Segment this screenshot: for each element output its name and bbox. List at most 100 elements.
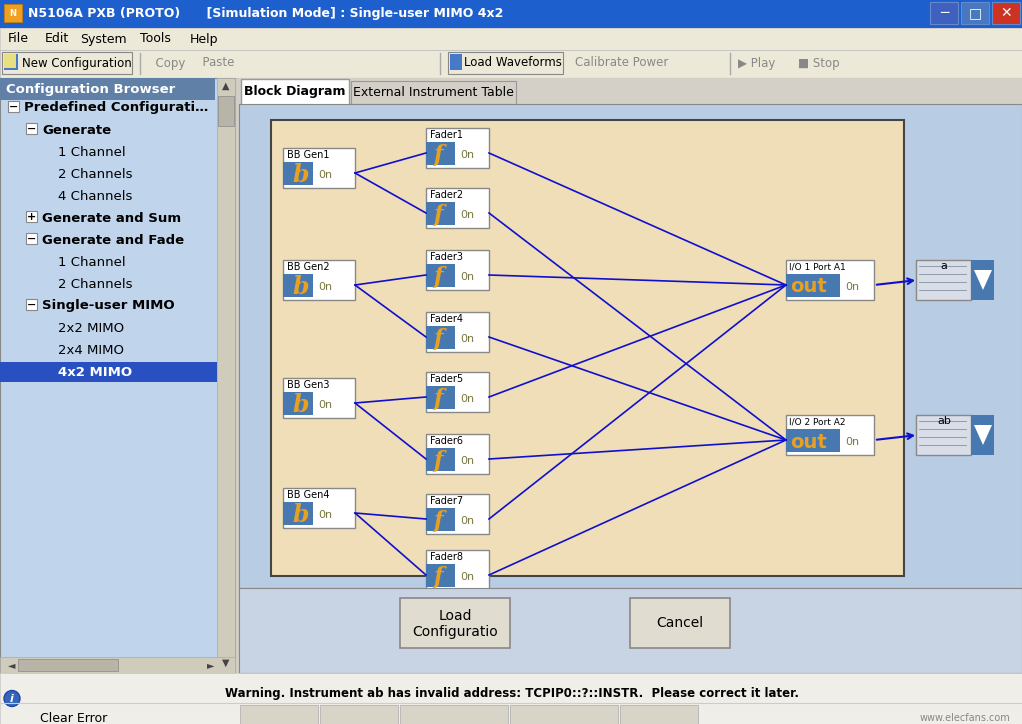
Polygon shape — [974, 270, 992, 290]
Text: Cancel: Cancel — [656, 616, 703, 630]
FancyBboxPatch shape — [283, 378, 355, 418]
Text: BB Gen2: BB Gen2 — [287, 262, 330, 272]
Text: 0n: 0n — [460, 334, 474, 344]
FancyBboxPatch shape — [426, 202, 455, 225]
FancyBboxPatch shape — [0, 78, 235, 673]
FancyBboxPatch shape — [400, 598, 510, 648]
FancyBboxPatch shape — [916, 260, 971, 300]
FancyBboxPatch shape — [218, 96, 234, 126]
Text: New Configuration: New Configuration — [22, 56, 132, 70]
FancyBboxPatch shape — [26, 233, 37, 244]
FancyBboxPatch shape — [2, 52, 132, 74]
Text: Fader1: Fader1 — [430, 130, 463, 140]
Text: 0n: 0n — [845, 437, 860, 447]
Text: Load: Load — [438, 609, 472, 623]
FancyBboxPatch shape — [426, 386, 455, 409]
Text: 0n: 0n — [318, 282, 332, 292]
FancyBboxPatch shape — [426, 250, 489, 290]
FancyBboxPatch shape — [620, 704, 698, 724]
Text: Warning. Instrument ab has invalid address: TCPIP0::?::INSTR.  Please correct it: Warning. Instrument ab has invalid addre… — [225, 687, 799, 700]
Text: 2 Channels: 2 Channels — [58, 167, 133, 180]
Text: b: b — [292, 503, 309, 527]
FancyBboxPatch shape — [351, 81, 516, 104]
Text: Fader2: Fader2 — [430, 190, 463, 200]
FancyBboxPatch shape — [283, 488, 355, 528]
FancyBboxPatch shape — [426, 564, 455, 587]
Text: 2 Channels: 2 Channels — [58, 277, 133, 290]
Text: f: f — [433, 204, 443, 226]
Text: 4x2 MIMO: 4x2 MIMO — [58, 366, 132, 379]
Text: 0n: 0n — [318, 510, 332, 520]
FancyBboxPatch shape — [426, 188, 489, 228]
FancyBboxPatch shape — [448, 52, 563, 74]
Text: 2x4 MIMO: 2x4 MIMO — [58, 343, 124, 356]
Text: +: + — [27, 211, 36, 222]
Text: 0n: 0n — [845, 282, 860, 292]
Text: ▼: ▼ — [222, 658, 230, 668]
Text: ✕: ✕ — [1001, 6, 1012, 20]
Text: N: N — [9, 9, 16, 19]
Text: f: f — [433, 328, 443, 350]
Text: Fader3: Fader3 — [430, 252, 463, 262]
Text: Fader8: Fader8 — [430, 552, 463, 562]
Text: 2x2 MIMO: 2x2 MIMO — [58, 321, 124, 334]
FancyBboxPatch shape — [4, 4, 22, 22]
FancyBboxPatch shape — [271, 120, 904, 576]
FancyBboxPatch shape — [786, 274, 840, 297]
Text: Fader4: Fader4 — [430, 314, 463, 324]
FancyBboxPatch shape — [630, 598, 730, 648]
FancyBboxPatch shape — [283, 274, 313, 297]
FancyBboxPatch shape — [426, 128, 489, 168]
FancyBboxPatch shape — [400, 704, 508, 724]
FancyBboxPatch shape — [240, 704, 318, 724]
FancyBboxPatch shape — [426, 312, 489, 352]
FancyBboxPatch shape — [426, 494, 489, 534]
FancyBboxPatch shape — [0, 362, 217, 382]
Text: i: i — [10, 694, 14, 704]
FancyBboxPatch shape — [0, 28, 1022, 50]
Text: 0n: 0n — [460, 456, 474, 466]
Text: 0n: 0n — [460, 394, 474, 404]
FancyBboxPatch shape — [283, 148, 355, 188]
Text: ab: ab — [937, 416, 950, 426]
FancyBboxPatch shape — [992, 2, 1020, 24]
FancyBboxPatch shape — [18, 659, 118, 671]
FancyBboxPatch shape — [426, 434, 489, 474]
Text: Fader7: Fader7 — [430, 496, 463, 506]
Text: BB Gen3: BB Gen3 — [287, 380, 329, 390]
Text: 4 Channels: 4 Channels — [58, 190, 133, 203]
FancyBboxPatch shape — [283, 260, 355, 300]
Text: −: − — [27, 234, 36, 243]
Text: Paste: Paste — [195, 56, 234, 70]
Text: 0n: 0n — [460, 272, 474, 282]
FancyBboxPatch shape — [217, 78, 235, 673]
Circle shape — [4, 691, 20, 707]
Text: External Instrument Table: External Instrument Table — [353, 85, 514, 98]
FancyBboxPatch shape — [786, 429, 840, 452]
Text: File: File — [8, 33, 29, 46]
Text: Fader5: Fader5 — [430, 374, 463, 384]
Text: Configuration Browser: Configuration Browser — [6, 83, 175, 96]
FancyBboxPatch shape — [8, 101, 19, 112]
FancyBboxPatch shape — [26, 123, 37, 134]
FancyBboxPatch shape — [426, 326, 455, 349]
Text: Help: Help — [190, 33, 219, 46]
Text: −: − — [9, 101, 18, 111]
FancyBboxPatch shape — [0, 657, 235, 673]
Text: Configuratio: Configuratio — [412, 625, 498, 639]
Text: 0n: 0n — [318, 400, 332, 410]
Text: Fader6: Fader6 — [430, 436, 463, 446]
Text: BB Gen4: BB Gen4 — [287, 490, 329, 500]
FancyBboxPatch shape — [426, 550, 489, 590]
Text: f: f — [433, 510, 443, 532]
FancyBboxPatch shape — [450, 54, 462, 70]
Text: b: b — [292, 163, 309, 187]
Text: Tools: Tools — [140, 33, 171, 46]
Text: f: f — [433, 266, 443, 288]
Text: BB Gen1: BB Gen1 — [287, 150, 329, 160]
FancyBboxPatch shape — [241, 79, 349, 105]
FancyBboxPatch shape — [4, 54, 16, 68]
FancyBboxPatch shape — [239, 78, 1022, 673]
Text: N5106A PXB (PROTO)      [Simulation Mode] : Single-user MIMO 4x2: N5106A PXB (PROTO) [Simulation Mode] : S… — [28, 7, 504, 20]
Text: 1 Channel: 1 Channel — [58, 256, 126, 269]
